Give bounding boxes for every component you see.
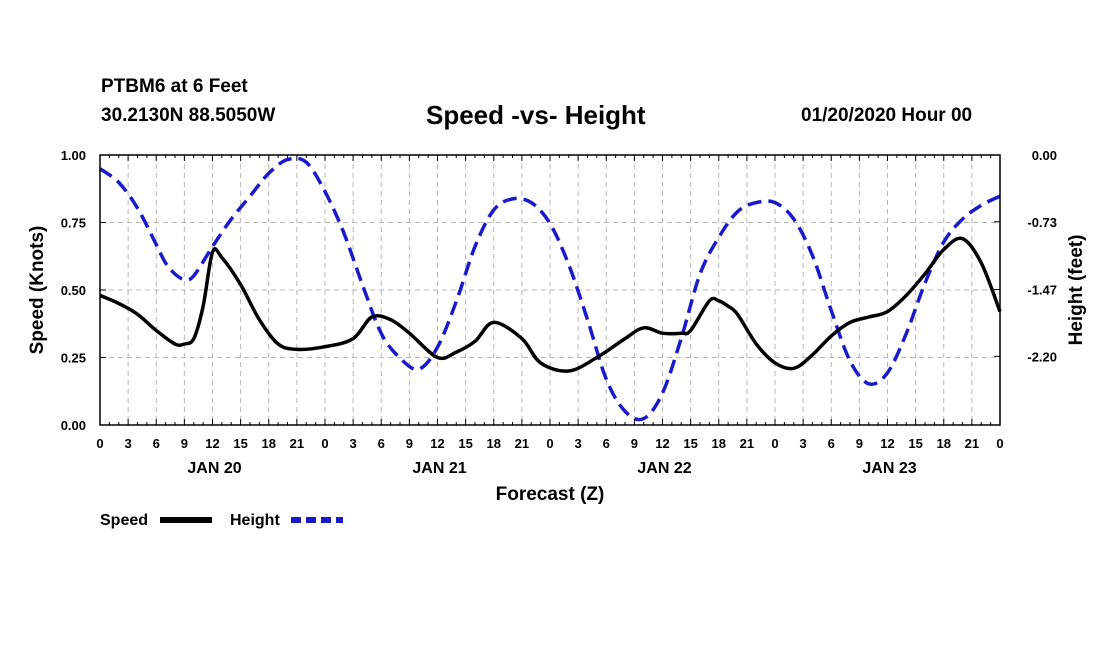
x-tick-label: 9 [856,436,863,451]
series-layer [98,156,1002,422]
x-tick-label: 12 [880,436,894,451]
x-tick-label: 0 [546,436,553,451]
x-tick-label: 0 [996,436,1003,451]
x-tick-label: 21 [740,436,754,451]
x-tick-label: 21 [965,436,979,451]
x-tick-label: 15 [683,436,697,451]
x-tick-label: 6 [828,436,835,451]
x-tick-label: 18 [487,436,501,451]
x-tick-label: 15 [233,436,247,451]
tick-labels: 0 3 6 9 12 15 18 21 0 3 6 9 12 15 18 21 0 3 6 9 12 15 18 21 0 3 6 9… [61,148,1057,477]
y-tick-label: 0.25 [61,351,86,366]
y-tick-label: 1.00 [61,148,86,163]
x-tick-label: 0 [771,436,778,451]
x-tick-label: 0 [96,436,103,451]
x-tick-label: 9 [181,436,188,451]
x-tick-label: 15 [908,436,922,451]
x-axis-title: Forecast (Z) [496,484,605,505]
day-label: JAN 23 [862,460,916,477]
chart-title: Speed -vs- Height [426,100,646,130]
legend-label-height: Height [230,512,280,529]
series-line-speed [99,236,1002,373]
y2-tick-label: 0.00 [1032,148,1057,163]
x-tick-label: 3 [350,436,357,451]
day-label: JAN 20 [187,460,241,477]
x-tick-label: 3 [125,436,132,451]
x-tick-label: 12 [205,436,219,451]
x-tick-label: 9 [631,436,638,451]
x-tick-label: 3 [575,436,582,451]
x-tick-label: 6 [603,436,610,451]
y2-tick-label: -1.47 [1027,283,1057,298]
series-line-height [98,156,1001,422]
x-tick-label: 15 [458,436,472,451]
x-tick-label: 3 [800,436,807,451]
y-tick-label: 0.00 [61,418,86,433]
legend: Speed Height [100,512,343,529]
x-tick-label: 18 [712,436,726,451]
x-tick-label: 6 [378,436,385,451]
x-tick-label: 0 [321,436,328,451]
grid [100,155,1000,425]
day-label: JAN 22 [637,460,691,477]
y2-axis-title: Height (feet) [1066,235,1087,346]
y2-tick-label: -2.20 [1027,349,1057,364]
y-tick-label: 0.50 [61,283,86,298]
x-tick-label: 12 [430,436,444,451]
station-label: PTBM6 at 6 Feet [101,76,248,97]
y-axis-title: Speed (Knots) [27,226,48,355]
x-tick-label: 21 [515,436,529,451]
x-tick-label: 12 [655,436,669,451]
x-tick-label: 9 [406,436,413,451]
y-tick-label: 0.75 [61,216,86,231]
legend-label-speed: Speed [100,512,148,529]
ticks [99,154,1001,426]
x-tick-label: 21 [290,436,304,451]
y2-tick-label: -0.73 [1027,215,1057,230]
forecast-timestamp: 01/20/2020 Hour 00 [801,105,973,126]
coordinates-label: 30.2130N 88.5050W [101,105,276,126]
day-label: JAN 21 [412,460,466,477]
x-tick-label: 18 [937,436,951,451]
x-tick-label: 6 [153,436,160,451]
x-tick-label: 18 [262,436,276,451]
